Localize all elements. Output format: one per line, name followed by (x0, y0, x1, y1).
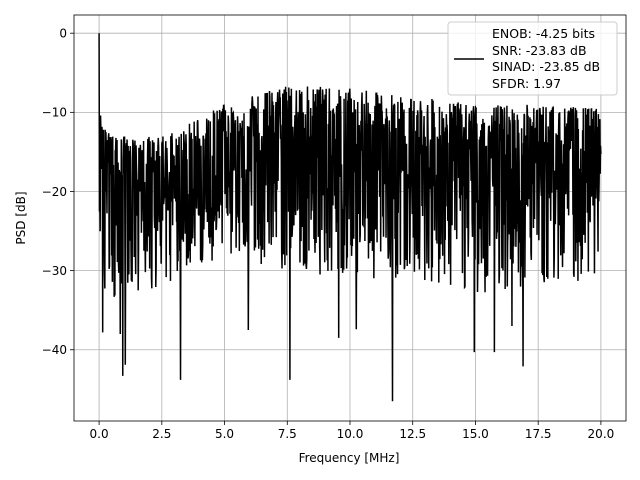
legend-snr: SNR: -23.83 dB (492, 43, 587, 58)
x-tick-label: 17.5 (525, 427, 552, 441)
plot-area (98, 33, 602, 402)
x-tick-label: 0.0 (90, 427, 109, 441)
legend-sinad: SINAD: -23.85 dB (492, 59, 600, 74)
legend-box (447, 21, 618, 96)
y-tick-label: −40 (42, 343, 67, 357)
x-tick-label: 2.5 (152, 427, 171, 441)
y-axis-ticks: 0 −10 −20 −30 −40 (42, 27, 74, 357)
legend-sfdr: SFDR: 1.97 (492, 76, 561, 91)
x-axis-ticks: 0.0 2.5 5.0 7.5 10.0 12.5 15.0 17.5 20.0 (90, 421, 615, 441)
legend: ENOB: -4.25 bits SNR: -23.83 dB SINAD: -… (447, 21, 618, 96)
x-tick-label: 20.0 (588, 427, 615, 441)
legend-enob: ENOB: -4.25 bits (492, 26, 595, 41)
x-tick-label: 5.0 (215, 427, 234, 441)
y-tick-label: −30 (42, 264, 67, 278)
x-tick-label: 7.5 (278, 427, 297, 441)
psd-series-line (98, 33, 602, 402)
x-axis-label: Frequency [MHz] (299, 451, 400, 465)
x-tick-label: 12.5 (399, 427, 426, 441)
y-axis-label: PSD [dB] (14, 191, 28, 244)
x-tick-label: 10.0 (337, 427, 364, 441)
x-tick-label: 15.0 (462, 427, 489, 441)
y-tick-label: 0 (59, 27, 67, 41)
y-tick-label: −10 (42, 106, 67, 120)
y-tick-label: −20 (42, 185, 67, 199)
